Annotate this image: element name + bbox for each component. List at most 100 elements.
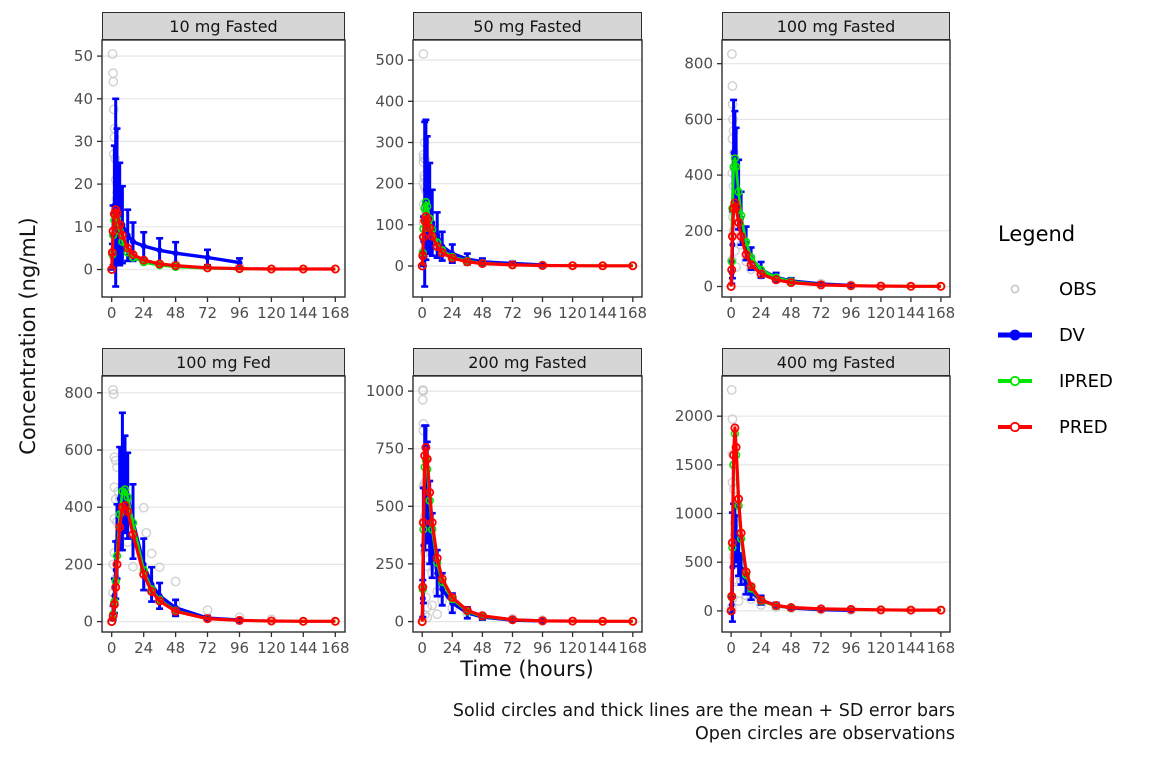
svg-text:20: 20	[74, 175, 93, 193]
svg-text:72: 72	[198, 304, 217, 322]
svg-text:96: 96	[230, 304, 249, 322]
facet-strip: 200 mg Fasted	[413, 348, 642, 376]
facet-strip: 50 mg Fasted	[413, 12, 642, 40]
legend-label: PRED	[1059, 416, 1108, 438]
svg-text:72: 72	[198, 639, 217, 657]
svg-text:1000: 1000	[675, 505, 713, 523]
facet-title: 50 mg Fasted	[473, 16, 582, 36]
facet-strip: 400 mg Fasted	[722, 348, 950, 376]
svg-text:24: 24	[134, 304, 153, 322]
svg-text:250: 250	[375, 555, 404, 573]
legend-entry-ipred: IPRED	[992, 358, 1147, 404]
svg-text:800: 800	[684, 55, 713, 73]
svg-text:96: 96	[841, 304, 860, 322]
svg-text:500: 500	[375, 51, 404, 69]
facet-plot: 0 200 400 600 800 0 24 48 72 96 120 144 168	[64, 375, 350, 657]
svg-text:48: 48	[782, 304, 801, 322]
svg-text:750: 750	[375, 440, 404, 458]
legend-label: OBS	[1059, 278, 1097, 300]
svg-text:72: 72	[503, 304, 522, 322]
facet-10mg-fasted: 10 mg Fasted 0 10 20 30 40 50 0 24 48 72 96 120 144 1…	[45, 12, 353, 329]
facet-strip: 100 mg Fed	[102, 348, 345, 376]
dv-line-point-icon	[992, 324, 1038, 346]
svg-text:48: 48	[782, 639, 801, 657]
svg-text:10: 10	[74, 218, 93, 236]
facet-title: 100 mg Fed	[176, 352, 271, 372]
svg-text:40: 40	[74, 90, 93, 108]
legend-label: IPRED	[1059, 370, 1113, 392]
svg-text:100: 100	[375, 216, 404, 234]
svg-text:200: 200	[375, 175, 404, 193]
svg-text:400: 400	[375, 92, 404, 110]
facet-strip: 100 mg Fasted	[722, 12, 950, 40]
svg-text:0: 0	[703, 278, 713, 296]
svg-text:0: 0	[83, 613, 93, 631]
svg-text:168: 168	[927, 304, 956, 322]
svg-text:50: 50	[74, 47, 93, 65]
svg-text:1500: 1500	[675, 456, 713, 474]
svg-text:0: 0	[83, 261, 93, 279]
svg-text:500: 500	[375, 497, 404, 515]
facet-plot: 0 10 20 30 40 50 0 24 48 72 96 120 144 168	[74, 39, 350, 322]
svg-text:24: 24	[752, 304, 771, 322]
svg-text:96: 96	[533, 639, 552, 657]
facet-title: 200 mg Fasted	[468, 352, 587, 372]
svg-text:96: 96	[230, 639, 249, 657]
svg-text:0: 0	[417, 304, 427, 322]
svg-text:144: 144	[588, 639, 617, 657]
svg-text:0: 0	[703, 602, 713, 620]
svg-text:120: 120	[558, 304, 587, 322]
svg-text:0: 0	[394, 257, 404, 275]
facet-title: 400 mg Fasted	[776, 352, 896, 372]
svg-text:72: 72	[811, 304, 830, 322]
facet-title: 100 mg Fasted	[776, 16, 896, 36]
svg-text:144: 144	[897, 304, 926, 322]
legend-entry-dv: DV	[992, 312, 1147, 358]
facet-plot: 0 250 500 750 1000 0 24 48 72 96 120 144 168	[366, 375, 647, 657]
svg-text:0: 0	[107, 639, 117, 657]
svg-text:0: 0	[394, 613, 404, 631]
svg-text:300: 300	[375, 134, 404, 152]
facet-strip: 10 mg Fasted	[102, 12, 345, 40]
svg-text:200: 200	[64, 555, 93, 573]
facet-plot: 0 200 400 600 800 0 24 48 72 96 120 144 168	[684, 39, 956, 322]
svg-text:1000: 1000	[366, 382, 404, 400]
svg-text:0: 0	[107, 304, 117, 322]
pred-line-point-icon	[992, 416, 1038, 438]
facet-plot: 0 500 1000 1500 2000 0 24 48 72 96 120 144 168	[675, 375, 955, 657]
svg-text:2000: 2000	[675, 407, 713, 425]
svg-text:96: 96	[841, 639, 860, 657]
svg-text:400: 400	[64, 498, 93, 516]
caption-line-2: Open circles are observations	[694, 724, 955, 744]
figure-caption: Solid circles and thick lines are the me…	[453, 700, 955, 746]
svg-text:30: 30	[74, 132, 93, 150]
svg-text:800: 800	[64, 384, 93, 402]
svg-text:24: 24	[443, 304, 462, 322]
svg-text:48: 48	[473, 304, 492, 322]
svg-text:144: 144	[289, 639, 318, 657]
svg-text:120: 120	[558, 639, 587, 657]
svg-text:120: 120	[257, 639, 286, 657]
svg-text:500: 500	[684, 553, 713, 571]
svg-text:48: 48	[166, 304, 185, 322]
facet-100mg-fasted: 100 mg Fasted 0 200 400 600 800 0 24 48 72 96 120 1…	[665, 12, 958, 329]
svg-text:168: 168	[321, 304, 350, 322]
svg-text:0: 0	[417, 639, 427, 657]
caption-line-1: Solid circles and thick lines are the me…	[452, 701, 955, 721]
legend-label: DV	[1059, 324, 1085, 346]
ipred-line-point-icon	[992, 370, 1038, 392]
svg-text:24: 24	[134, 639, 153, 657]
svg-text:168: 168	[321, 639, 350, 657]
svg-text:144: 144	[289, 304, 318, 322]
y-axis-title: Concentration (ng/mL)	[16, 217, 40, 455]
svg-text:144: 144	[588, 304, 617, 322]
svg-text:120: 120	[257, 304, 286, 322]
svg-text:24: 24	[752, 639, 771, 657]
facet-400mg-fasted: 400 mg Fasted 0 500 1000 1500 2000 0 24 48 72 96 1…	[665, 348, 958, 664]
svg-text:168: 168	[618, 304, 647, 322]
svg-text:24: 24	[443, 639, 462, 657]
legend-title: Legend	[998, 222, 1076, 246]
svg-text:72: 72	[811, 639, 830, 657]
legend-entry-obs: OBS	[992, 266, 1147, 312]
x-axis-title: Time (hours)	[460, 657, 594, 681]
